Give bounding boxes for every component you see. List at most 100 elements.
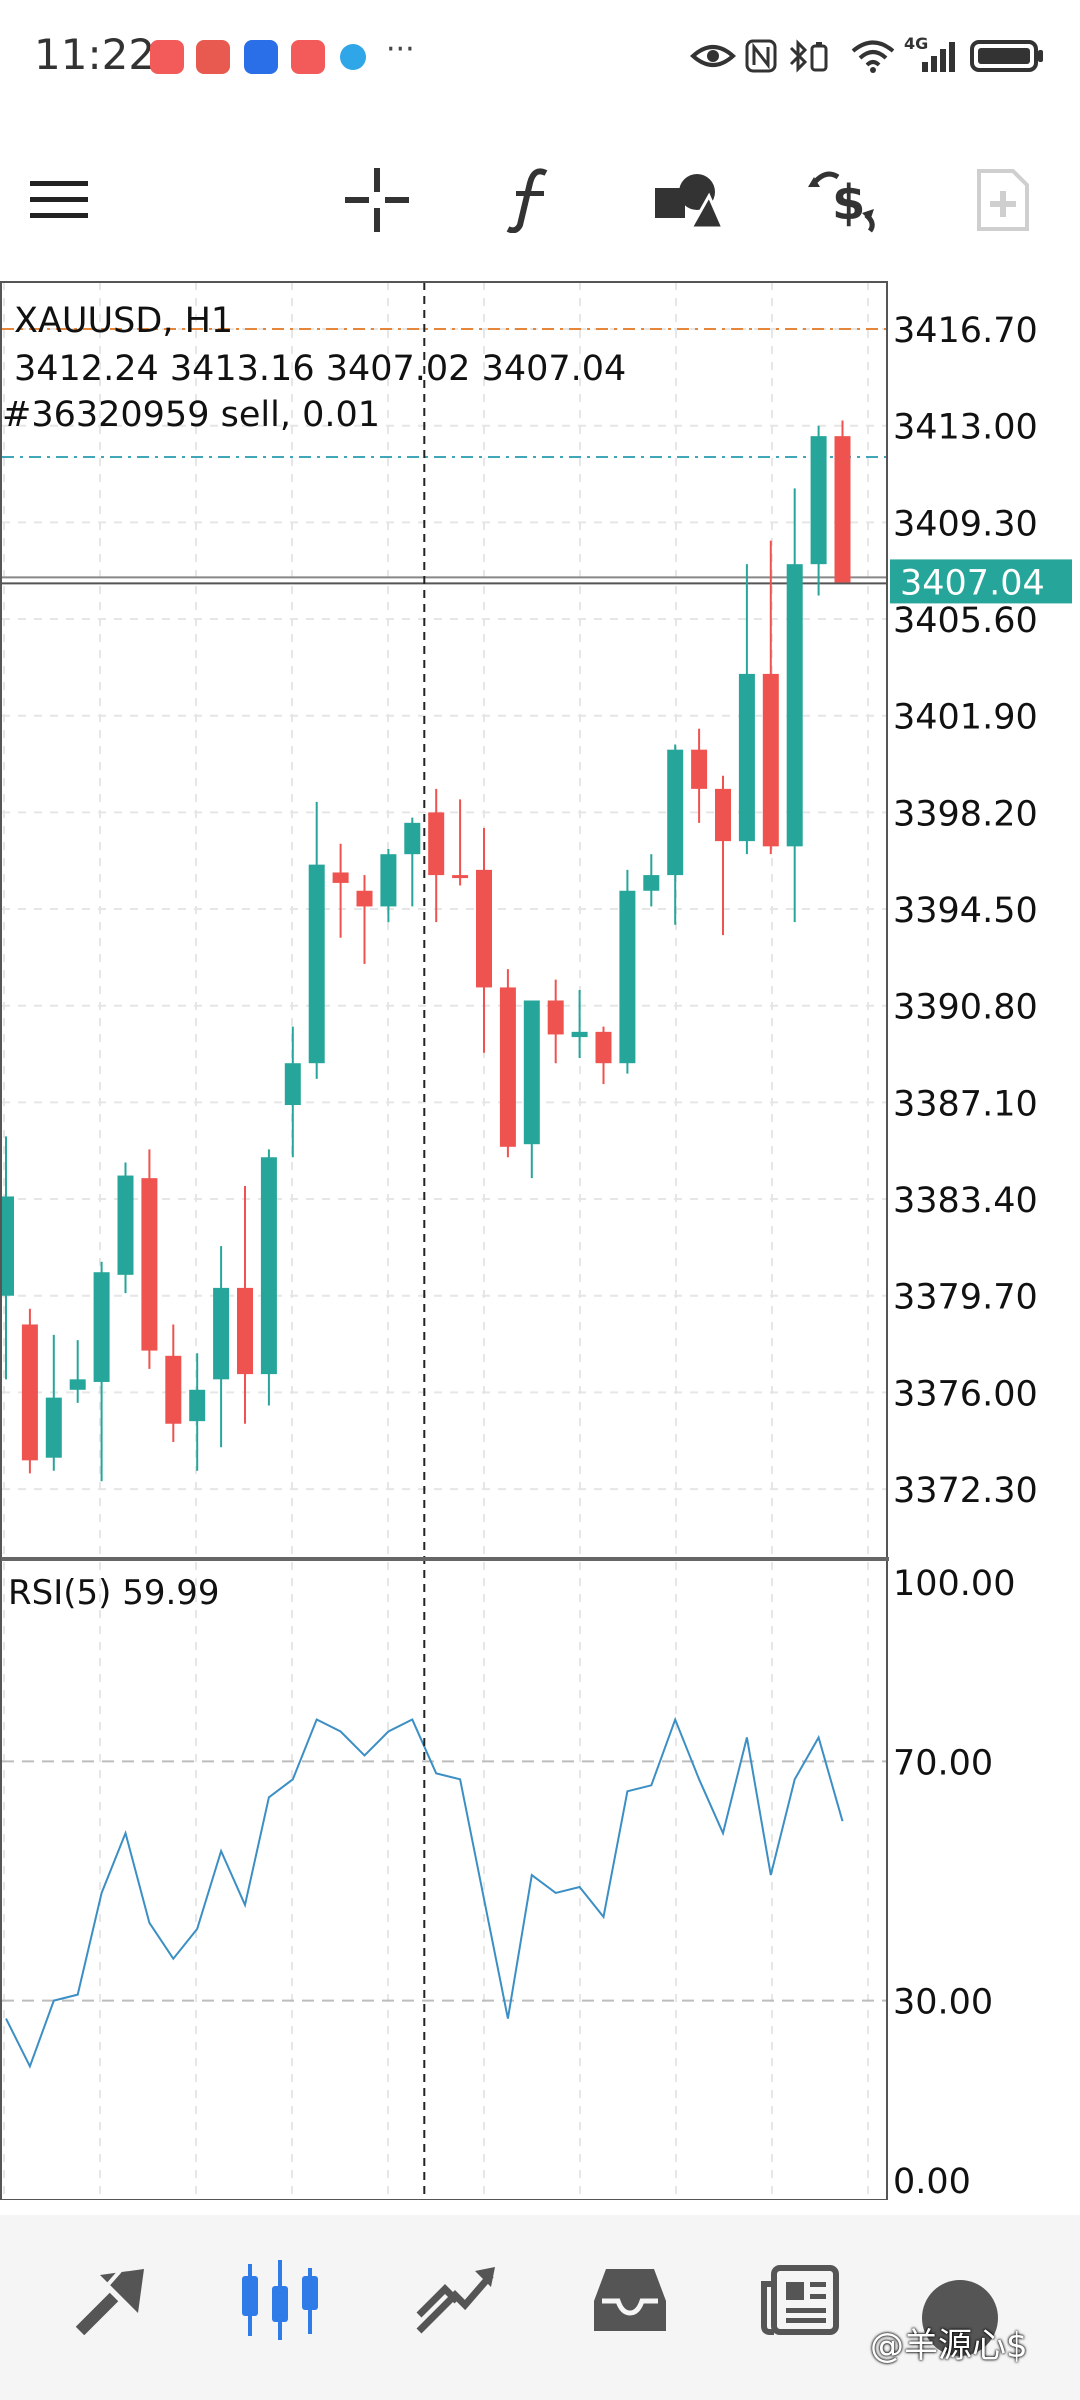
- candle: [738, 564, 755, 855]
- candles: [0, 420, 851, 1482]
- rsi-panel: [2, 1716, 887, 2069]
- objects-button[interactable]: [644, 160, 734, 240]
- price-tick-label: 3401.90: [893, 698, 1038, 738]
- menu-icon: [30, 181, 88, 218]
- candle-body: [499, 987, 516, 1147]
- candle-body: [0, 1196, 14, 1296]
- nav-chart[interactable]: [225, 2245, 335, 2355]
- candle: [284, 1026, 301, 1158]
- app-notification-icon: [196, 40, 230, 74]
- candle-body: [619, 890, 636, 1064]
- trade-button[interactable]: $: [800, 160, 890, 240]
- candle: [428, 788, 445, 923]
- candle: [332, 843, 349, 938]
- candle: [571, 990, 588, 1058]
- order-label: #36320959 sell, 0.01: [2, 395, 380, 435]
- menu-button[interactable]: [14, 160, 104, 240]
- rsi-tick-label: 0.00: [893, 2162, 971, 2200]
- candle: [0, 1136, 14, 1380]
- app-notification-icon: [150, 40, 184, 74]
- candle-body: [404, 822, 421, 855]
- price-tick-label: 3416.70: [893, 311, 1038, 351]
- candle-body: [308, 864, 325, 1064]
- bottom-navigation: [0, 2215, 1080, 2400]
- candle: [237, 1185, 253, 1424]
- bluetooth-battery-icon: [789, 39, 828, 73]
- rsi-label: RSI(5) 59.99: [8, 1573, 220, 1613]
- price-chart[interactable]: 3407.04 3416.70 3413.00 3409.30 3405.60 3401…: [0, 280, 1080, 2249]
- nav-history[interactable]: [575, 2245, 685, 2355]
- candle: [452, 799, 469, 886]
- candle: [643, 854, 660, 907]
- network-type: 4G: [904, 34, 929, 53]
- candle: [189, 1353, 206, 1471]
- candle-body: [332, 872, 349, 883]
- candle: [308, 801, 325, 1079]
- candle: [21, 1308, 38, 1474]
- news-icon: [761, 2265, 839, 2335]
- candle-body: [213, 1287, 230, 1380]
- price-tick-label: 3376.00: [893, 1374, 1038, 1414]
- crosshair-icon: [345, 168, 409, 232]
- price-tick-label: 3387.10: [893, 1084, 1038, 1124]
- price-tick-label: 3409.30: [893, 504, 1038, 544]
- price-tick-label: 3390.80: [893, 988, 1038, 1028]
- cellular-signal-icon: 4G: [904, 34, 960, 74]
- candle-body: [523, 1000, 540, 1145]
- candle: [45, 1334, 62, 1471]
- candle: [165, 1324, 182, 1443]
- candle-body: [762, 673, 779, 847]
- status-more-icon: ···: [386, 32, 415, 67]
- trade-icon: $: [808, 171, 875, 233]
- chart-frame: [0, 281, 889, 2201]
- price-tick-label: 3379.70: [893, 1278, 1038, 1318]
- candle: [499, 969, 516, 1158]
- candle: [141, 1149, 158, 1369]
- chart-levels: 3407.04: [2, 328, 1072, 604]
- history-icon: [594, 2269, 666, 2331]
- candle-body: [428, 812, 445, 876]
- indicators-button[interactable]: [486, 160, 576, 240]
- candle-body: [69, 1379, 86, 1390]
- rsi-line: [5, 1716, 844, 2069]
- candle-body: [260, 1157, 277, 1375]
- chart-toolbar: $: [0, 130, 1080, 260]
- candle-body: [834, 436, 851, 583]
- price-tick-label: 3405.60: [893, 601, 1038, 641]
- new-order-button[interactable]: [958, 160, 1048, 240]
- candle: [69, 1340, 86, 1403]
- plot-border: [0, 281, 888, 2201]
- candle: [810, 425, 827, 596]
- price-tick-label: 3383.40: [893, 1181, 1038, 1221]
- candle-body: [786, 564, 803, 847]
- candle: [476, 828, 492, 1053]
- candle-body: [284, 1063, 301, 1106]
- candle-body: [643, 875, 660, 891]
- candle-body: [667, 749, 684, 876]
- candle-body: [476, 869, 492, 988]
- status-bar: 11:22 ··· 4G: [0, 0, 1080, 110]
- eye-icon: [690, 45, 736, 67]
- candle-body: [571, 1031, 588, 1038]
- candle: [523, 1000, 540, 1179]
- indicators-icon: [506, 168, 548, 233]
- chart-grid: [2, 282, 887, 2200]
- candle-body: [738, 673, 755, 842]
- nav-quotes[interactable]: [55, 2245, 165, 2355]
- candle: [619, 869, 636, 1074]
- status-time: 11:22: [34, 30, 156, 79]
- new-order-icon: [977, 169, 1029, 231]
- messages-icon[interactable]: [922, 2280, 998, 2356]
- crosshair-button[interactable]: [332, 160, 422, 240]
- candle: [715, 775, 731, 936]
- nav-trade[interactable]: [400, 2245, 510, 2355]
- price-tick-label: 3372.30: [893, 1471, 1038, 1511]
- nav-news[interactable]: [745, 2245, 855, 2355]
- price-tick-label: 3413.00: [893, 408, 1038, 448]
- chart-area[interactable]: 3407.04 3416.70 3413.00 3409.30 3405.60 3401…: [0, 280, 1080, 2249]
- symbol-label: XAUUSD, H1: [14, 301, 233, 341]
- candle-body: [237, 1287, 253, 1375]
- ohlc-label: 3412.24 3413.16 3407.02 3407.04: [14, 349, 626, 389]
- app-notification-icon: [340, 44, 366, 70]
- candle-body: [189, 1389, 206, 1422]
